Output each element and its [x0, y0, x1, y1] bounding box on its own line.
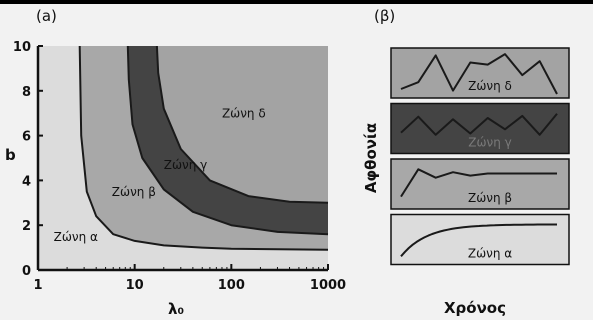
- zone-labels: Ζώνη α Ζώνη β Ζώνη γ Ζώνη δ: [54, 107, 266, 244]
- time-axis-title: Χρόνος: [444, 299, 506, 317]
- abundance-panel-3: [390, 158, 570, 210]
- y-tick-label: 4: [22, 174, 31, 189]
- abundance-line-4: [400, 223, 557, 257]
- zone-label-4: Ζώνη δ: [222, 107, 266, 121]
- abundance-panel-label-2: Ζώνη γ: [468, 136, 512, 150]
- top-border: [0, 0, 593, 4]
- x-tick-label: 10: [126, 278, 144, 293]
- zone-label-2: Ζώνη β: [112, 185, 156, 199]
- abundance-line-2: [400, 113, 558, 136]
- boundary-curve-1: [78, 45, 329, 251]
- y-tick-label: 0: [22, 264, 31, 279]
- x-tick-label: 1: [33, 278, 42, 293]
- boundary-curve-3: [155, 45, 329, 204]
- abundance-line-1: [400, 53, 558, 95]
- x-tick-label: 100: [218, 278, 245, 293]
- panel-a-label: (a): [36, 7, 57, 25]
- x-tick-label: 1000: [310, 278, 346, 293]
- y-tick-label: 8: [22, 85, 31, 100]
- abundance-panels: Ζώνη δ Ζώνη γ Ζώνη β Ζώνη α: [390, 47, 570, 266]
- zone-label-1: Ζώνη α: [54, 230, 98, 244]
- y-tick-label: 10: [13, 40, 31, 55]
- zone-label-3: Ζώνη γ: [164, 158, 208, 172]
- abundance-panel-label-4: Ζώνη α: [468, 247, 512, 261]
- zone-boundaries: [78, 45, 329, 251]
- y-tick-label: 2: [22, 219, 31, 234]
- y-tick-label: 6: [22, 130, 31, 145]
- abundance-panel-2: [390, 102, 570, 155]
- panel-b-label: (β): [374, 7, 395, 25]
- abundance-panel-1: [390, 47, 570, 99]
- axis-ticks: 0 2 4 6 8 10 1 10 100 1000: [13, 40, 346, 293]
- abundance-line-3: [400, 168, 557, 198]
- abundance-panel-label-1: Ζώνη δ: [468, 79, 512, 93]
- boundary-curve-2: [126, 45, 329, 236]
- zone-d-area: [156, 46, 328, 203]
- y-axis-title: b: [5, 146, 16, 164]
- x-axis-title: λ₀: [168, 300, 184, 318]
- abundance-axis-title: Αφθονία: [362, 123, 380, 193]
- abundance-panel-label-3: Ζώνη β: [468, 191, 512, 205]
